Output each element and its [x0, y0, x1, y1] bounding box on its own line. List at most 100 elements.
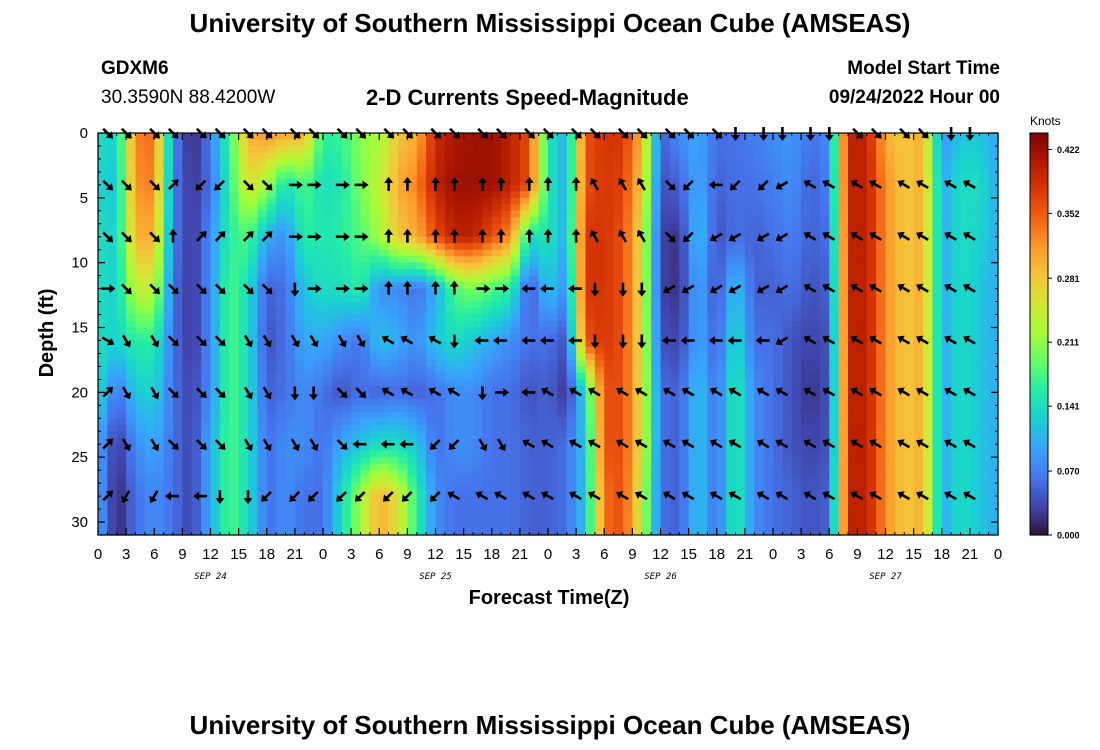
heat-cell — [773, 405, 783, 413]
heat-cell — [773, 327, 783, 335]
heat-cell — [754, 269, 765, 277]
heat-cell — [866, 288, 877, 296]
heat-cell — [351, 301, 362, 309]
heat-cell — [191, 295, 202, 303]
heat-cell — [379, 379, 390, 387]
heat-cell — [866, 340, 877, 348]
heat-cell — [857, 450, 868, 458]
heat-cell — [388, 385, 399, 393]
heat-cell — [698, 379, 708, 387]
heat-cell — [144, 379, 155, 387]
heat-cell — [173, 359, 183, 368]
heat-cell — [810, 353, 821, 361]
heat-cell — [107, 191, 118, 199]
heat-cell — [979, 204, 990, 212]
heat-cell — [398, 236, 408, 244]
heat-cell — [988, 308, 999, 316]
heat-cell — [848, 217, 858, 225]
heat-cell — [294, 249, 305, 257]
heat-cell — [454, 275, 465, 283]
heat-cell — [360, 359, 371, 368]
heat-cell — [444, 217, 455, 225]
heat-cell — [951, 366, 962, 374]
heat-cell — [529, 275, 540, 283]
heat-cell — [754, 405, 765, 413]
heat-cell — [979, 385, 990, 393]
heat-cell — [744, 321, 755, 329]
heat-cell — [979, 282, 990, 290]
heat-cell — [304, 321, 315, 329]
heat-cell — [810, 288, 821, 296]
heat-cell — [191, 353, 202, 361]
heat-cell — [294, 437, 305, 445]
heat-cell — [754, 457, 765, 465]
heat-cell — [238, 372, 249, 380]
heat-cell — [557, 282, 568, 290]
heat-cell — [801, 145, 812, 154]
heat-cell — [435, 184, 446, 192]
heat-cell — [641, 191, 652, 199]
heat-cell — [951, 204, 962, 212]
heat-cell — [473, 249, 483, 257]
heat-cell — [941, 249, 952, 257]
heat-cell — [491, 398, 502, 406]
heat-cell — [266, 444, 277, 452]
heat-cell — [116, 139, 127, 147]
heat-cell — [669, 385, 680, 393]
heat-cell — [98, 405, 108, 413]
heat-cell — [782, 139, 793, 147]
heat-cell — [669, 372, 680, 380]
heat-cell — [744, 450, 755, 458]
heat-cell — [248, 353, 258, 361]
heat-cell — [144, 288, 155, 296]
heat-cell — [398, 282, 408, 290]
heat-cell — [201, 256, 212, 264]
heat-cell — [135, 133, 146, 141]
heat-cell — [388, 152, 399, 160]
heat-cell — [960, 243, 971, 251]
heat-cell — [651, 379, 662, 387]
heat-cell — [285, 145, 296, 154]
heat-cell — [219, 334, 230, 342]
heat-cell — [360, 418, 371, 426]
heat-cell — [923, 152, 933, 160]
heat-cell — [210, 308, 221, 316]
heat-cell — [491, 165, 502, 173]
heat-cell — [969, 308, 980, 316]
heat-cell — [341, 256, 352, 264]
heat-cell — [969, 158, 980, 167]
heat-cell — [557, 450, 568, 458]
heat-cell — [351, 249, 362, 257]
heat-cell — [426, 301, 437, 309]
heat-cell — [979, 295, 990, 303]
heat-cell — [904, 171, 915, 179]
heat-cell — [491, 392, 502, 400]
heat-cell — [416, 191, 427, 199]
heat-cell — [904, 450, 915, 458]
heat-cell — [885, 217, 896, 225]
heat-cell — [585, 405, 596, 413]
heat-cell — [229, 379, 240, 387]
heat-cell — [276, 178, 287, 186]
heat-cell — [210, 379, 221, 387]
heat-cell — [463, 346, 474, 355]
heat-cell — [866, 359, 877, 368]
heat-cell — [829, 437, 840, 445]
heat-cell — [773, 392, 783, 400]
heat-cell — [651, 184, 662, 192]
heat-cell — [510, 184, 521, 192]
heat-cell — [594, 340, 605, 348]
heat-cell — [473, 359, 483, 368]
heat-cell — [819, 444, 830, 452]
heat-cell — [623, 288, 633, 296]
heat-cell — [763, 398, 774, 406]
heat-cell — [313, 152, 324, 160]
heat-cell — [932, 184, 943, 192]
heat-cell — [182, 295, 193, 303]
heat-cell — [473, 223, 483, 231]
heat-cell — [866, 223, 877, 231]
heat-cell — [951, 133, 962, 141]
heat-cell — [341, 457, 352, 465]
heat-cell — [838, 314, 849, 322]
heat-cell — [735, 145, 746, 154]
